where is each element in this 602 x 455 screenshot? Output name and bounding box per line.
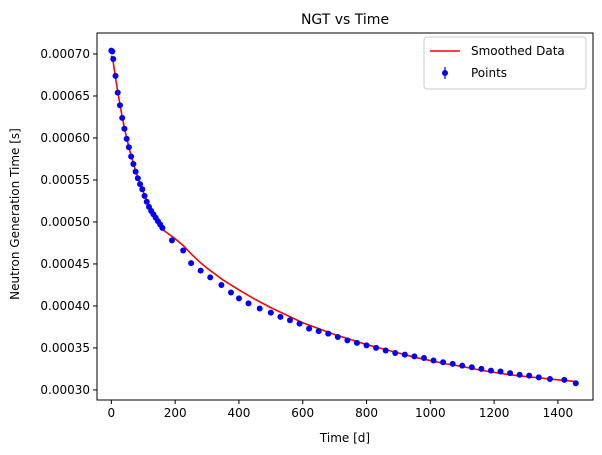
data-point [516, 371, 523, 378]
data-point [411, 353, 418, 360]
data-point [526, 372, 533, 379]
plot-area [108, 47, 579, 387]
data-point [139, 186, 146, 193]
data-point [296, 320, 303, 327]
data-point [392, 349, 399, 356]
data-point [235, 295, 242, 302]
data-point [561, 376, 568, 383]
data-point [112, 72, 119, 79]
data-point [137, 181, 144, 188]
data-point [315, 328, 322, 335]
data-point [420, 355, 427, 362]
data-point [535, 374, 542, 381]
data-point [459, 362, 466, 369]
x-tick-label: 400 [227, 406, 250, 420]
data-point [286, 317, 293, 324]
y-tick-label: 0.00065 [40, 89, 90, 103]
legend-point-swatch [442, 70, 448, 76]
data-point [353, 339, 360, 346]
data-point [197, 267, 204, 274]
data-point [121, 125, 128, 132]
x-tick-label: 1000 [415, 406, 446, 420]
data-point [245, 300, 252, 307]
axes-frame [96, 32, 594, 401]
data-point [141, 192, 148, 199]
data-point [119, 114, 126, 121]
data-point [130, 161, 137, 168]
data-point [440, 359, 447, 366]
y-tick-label: 0.00060 [40, 131, 90, 145]
data-point [132, 168, 139, 175]
y-tick-label: 0.00030 [40, 383, 90, 397]
data-point [430, 357, 437, 364]
data-point [334, 334, 341, 341]
data-point [207, 274, 214, 281]
y-tick-label: 0.00045 [40, 257, 90, 271]
data-point [109, 48, 116, 55]
y-tick-label: 0.00040 [40, 299, 90, 313]
data-point [487, 367, 494, 374]
data-point [478, 365, 485, 372]
y-tick-label: 0.00070 [40, 47, 90, 61]
data-point [382, 347, 389, 354]
data-point [188, 260, 195, 267]
data-point [449, 360, 456, 367]
y-tick-label: 0.00050 [40, 215, 90, 229]
x-tick-label: 600 [291, 406, 314, 420]
data-point [134, 175, 141, 182]
data-point [123, 135, 130, 142]
legend-label-points: Points [471, 66, 507, 80]
data-point [125, 144, 132, 151]
chart-title: NGT vs Time [301, 12, 389, 28]
data-point [497, 368, 504, 375]
data-point [468, 364, 475, 371]
data-point [373, 344, 380, 351]
data-point [143, 198, 150, 205]
y-axis-label: Neutron Generation Time [s] [8, 128, 22, 300]
data-point [306, 325, 313, 332]
x-tick-label: 1400 [543, 406, 574, 420]
data-point [116, 102, 123, 109]
data-point [325, 330, 332, 337]
y-tick-label: 0.00035 [40, 341, 90, 355]
data-point [507, 370, 514, 377]
data-point [363, 342, 370, 349]
data-point [180, 247, 187, 254]
data-point [344, 337, 351, 344]
data-point [159, 224, 166, 231]
data-point [546, 376, 553, 382]
data-point [168, 237, 175, 244]
x-tick-label: 1200 [479, 406, 510, 420]
data-point [277, 313, 284, 320]
x-axis-label: Time [d] [319, 431, 370, 445]
x-tick-label: 200 [164, 406, 187, 420]
legend: Smoothed Data Points [423, 36, 587, 90]
legend-label-smoothed-data: Smoothed Data [471, 44, 565, 58]
data-point [110, 56, 117, 63]
data-point [114, 89, 121, 96]
data-point [267, 309, 274, 316]
data-point [227, 289, 234, 296]
axes: 0 200 400 600 800 1000 1200 1400 0.00030 0.00035 0… [40, 32, 594, 420]
legend-frame [423, 36, 587, 90]
y-tick-label: 0.00055 [40, 173, 90, 187]
x-tick-label: 800 [355, 406, 378, 420]
data-point [256, 305, 263, 312]
data-point [218, 281, 225, 288]
x-tick-label: 0 [108, 406, 116, 420]
data-point [128, 153, 135, 160]
data-point [572, 380, 579, 387]
data-point [401, 351, 408, 358]
